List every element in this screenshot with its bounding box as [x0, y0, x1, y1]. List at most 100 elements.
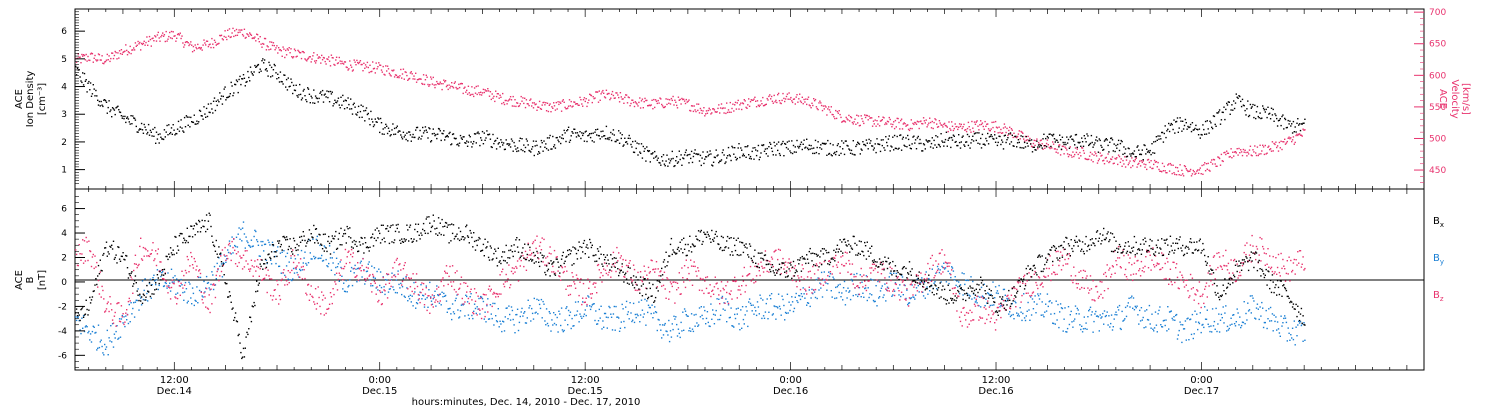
- density-point: [275, 72, 277, 74]
- velocity-point: [1270, 150, 1273, 152]
- by-point: [1144, 310, 1146, 312]
- by-point: [485, 321, 487, 323]
- velocity-point: [324, 60, 326, 63]
- density-point: [176, 128, 179, 130]
- velocity-point: [550, 111, 552, 113]
- velocity-point: [1023, 138, 1025, 140]
- by-point: [972, 280, 974, 283]
- density-point: [886, 145, 889, 147]
- velocity-point: [1002, 127, 1005, 129]
- by-point: [1053, 312, 1056, 315]
- velocity-point: [782, 92, 784, 95]
- velocity-point: [994, 131, 996, 133]
- bz-point: [427, 295, 429, 297]
- velocity-point: [822, 105, 825, 107]
- by-point: [501, 330, 503, 333]
- density-point: [1192, 129, 1194, 131]
- density-point: [850, 149, 853, 152]
- bz-point: [189, 265, 191, 267]
- velocity-point: [475, 85, 477, 88]
- by-point: [636, 313, 638, 315]
- density-point: [1136, 146, 1138, 148]
- density-point: [1298, 124, 1300, 126]
- bz-point: [261, 279, 263, 281]
- density-point: [815, 151, 818, 154]
- velocity-point: [401, 73, 404, 75]
- density-point: [1030, 143, 1032, 145]
- bz-point: [400, 269, 402, 271]
- velocity-point: [945, 125, 948, 127]
- velocity-point: [202, 44, 204, 46]
- velocity-point: [716, 111, 718, 113]
- density-point: [326, 90, 328, 92]
- density-point: [981, 133, 984, 136]
- by-point: [476, 306, 478, 308]
- velocity-point: [614, 97, 616, 99]
- by-point: [150, 297, 152, 299]
- bz-point: [322, 294, 325, 297]
- by-point: [983, 283, 985, 285]
- bz-point: [512, 272, 514, 275]
- density-point: [784, 143, 787, 145]
- density-point: [784, 142, 786, 145]
- velocity-point: [483, 91, 485, 94]
- bz-point: [188, 271, 190, 273]
- density-point: [957, 144, 959, 147]
- density-point: [675, 160, 677, 162]
- velocity-point: [1198, 169, 1201, 171]
- by-point: [231, 236, 233, 238]
- velocity-point: [263, 43, 265, 45]
- by-point: [389, 288, 391, 290]
- by-point: [893, 272, 895, 274]
- density-point: [1121, 140, 1123, 143]
- velocity-point: [794, 103, 796, 105]
- density-point: [576, 132, 579, 134]
- density-point: [685, 149, 687, 151]
- by-point: [850, 278, 853, 281]
- density-point: [896, 135, 898, 138]
- by-point: [947, 270, 949, 272]
- by-point: [1269, 306, 1272, 309]
- density-point: [255, 66, 257, 68]
- velocity-point: [146, 36, 148, 38]
- density-point: [641, 157, 644, 159]
- velocity-point: [118, 57, 120, 59]
- by-point: [1207, 323, 1209, 325]
- velocity-point: [137, 40, 139, 43]
- bz-point: [94, 255, 96, 257]
- bz-point: [167, 292, 169, 294]
- by-point: [943, 268, 946, 270]
- by-point: [795, 292, 797, 295]
- velocity-point: [451, 85, 454, 88]
- density-point: [947, 139, 949, 141]
- density-point: [213, 97, 216, 99]
- by-point: [420, 284, 422, 286]
- density-point: [762, 144, 764, 147]
- by-point: [579, 313, 581, 315]
- by-point: [299, 268, 301, 271]
- velocity-point: [334, 64, 336, 66]
- velocity-point: [1304, 129, 1306, 131]
- bz-point: [249, 270, 251, 272]
- velocity-point: [1224, 151, 1226, 154]
- by-point: [1271, 313, 1274, 315]
- by-point: [1027, 301, 1029, 304]
- velocity-point: [556, 108, 558, 110]
- velocity-point: [310, 61, 312, 63]
- density-point: [291, 81, 293, 84]
- density-point: [690, 157, 692, 160]
- by-point: [364, 283, 366, 285]
- density-point: [929, 146, 932, 148]
- by-point: [360, 260, 362, 262]
- density-point: [1044, 145, 1046, 147]
- velocity-point: [1095, 152, 1097, 155]
- velocity-point: [306, 60, 308, 62]
- by-point: [197, 302, 199, 304]
- velocity-point: [95, 59, 97, 61]
- by-point: [812, 292, 814, 295]
- velocity-point: [252, 37, 254, 39]
- by-point: [759, 294, 761, 296]
- velocity-point: [139, 41, 141, 44]
- velocity-point: [806, 98, 809, 100]
- density-point: [631, 146, 633, 148]
